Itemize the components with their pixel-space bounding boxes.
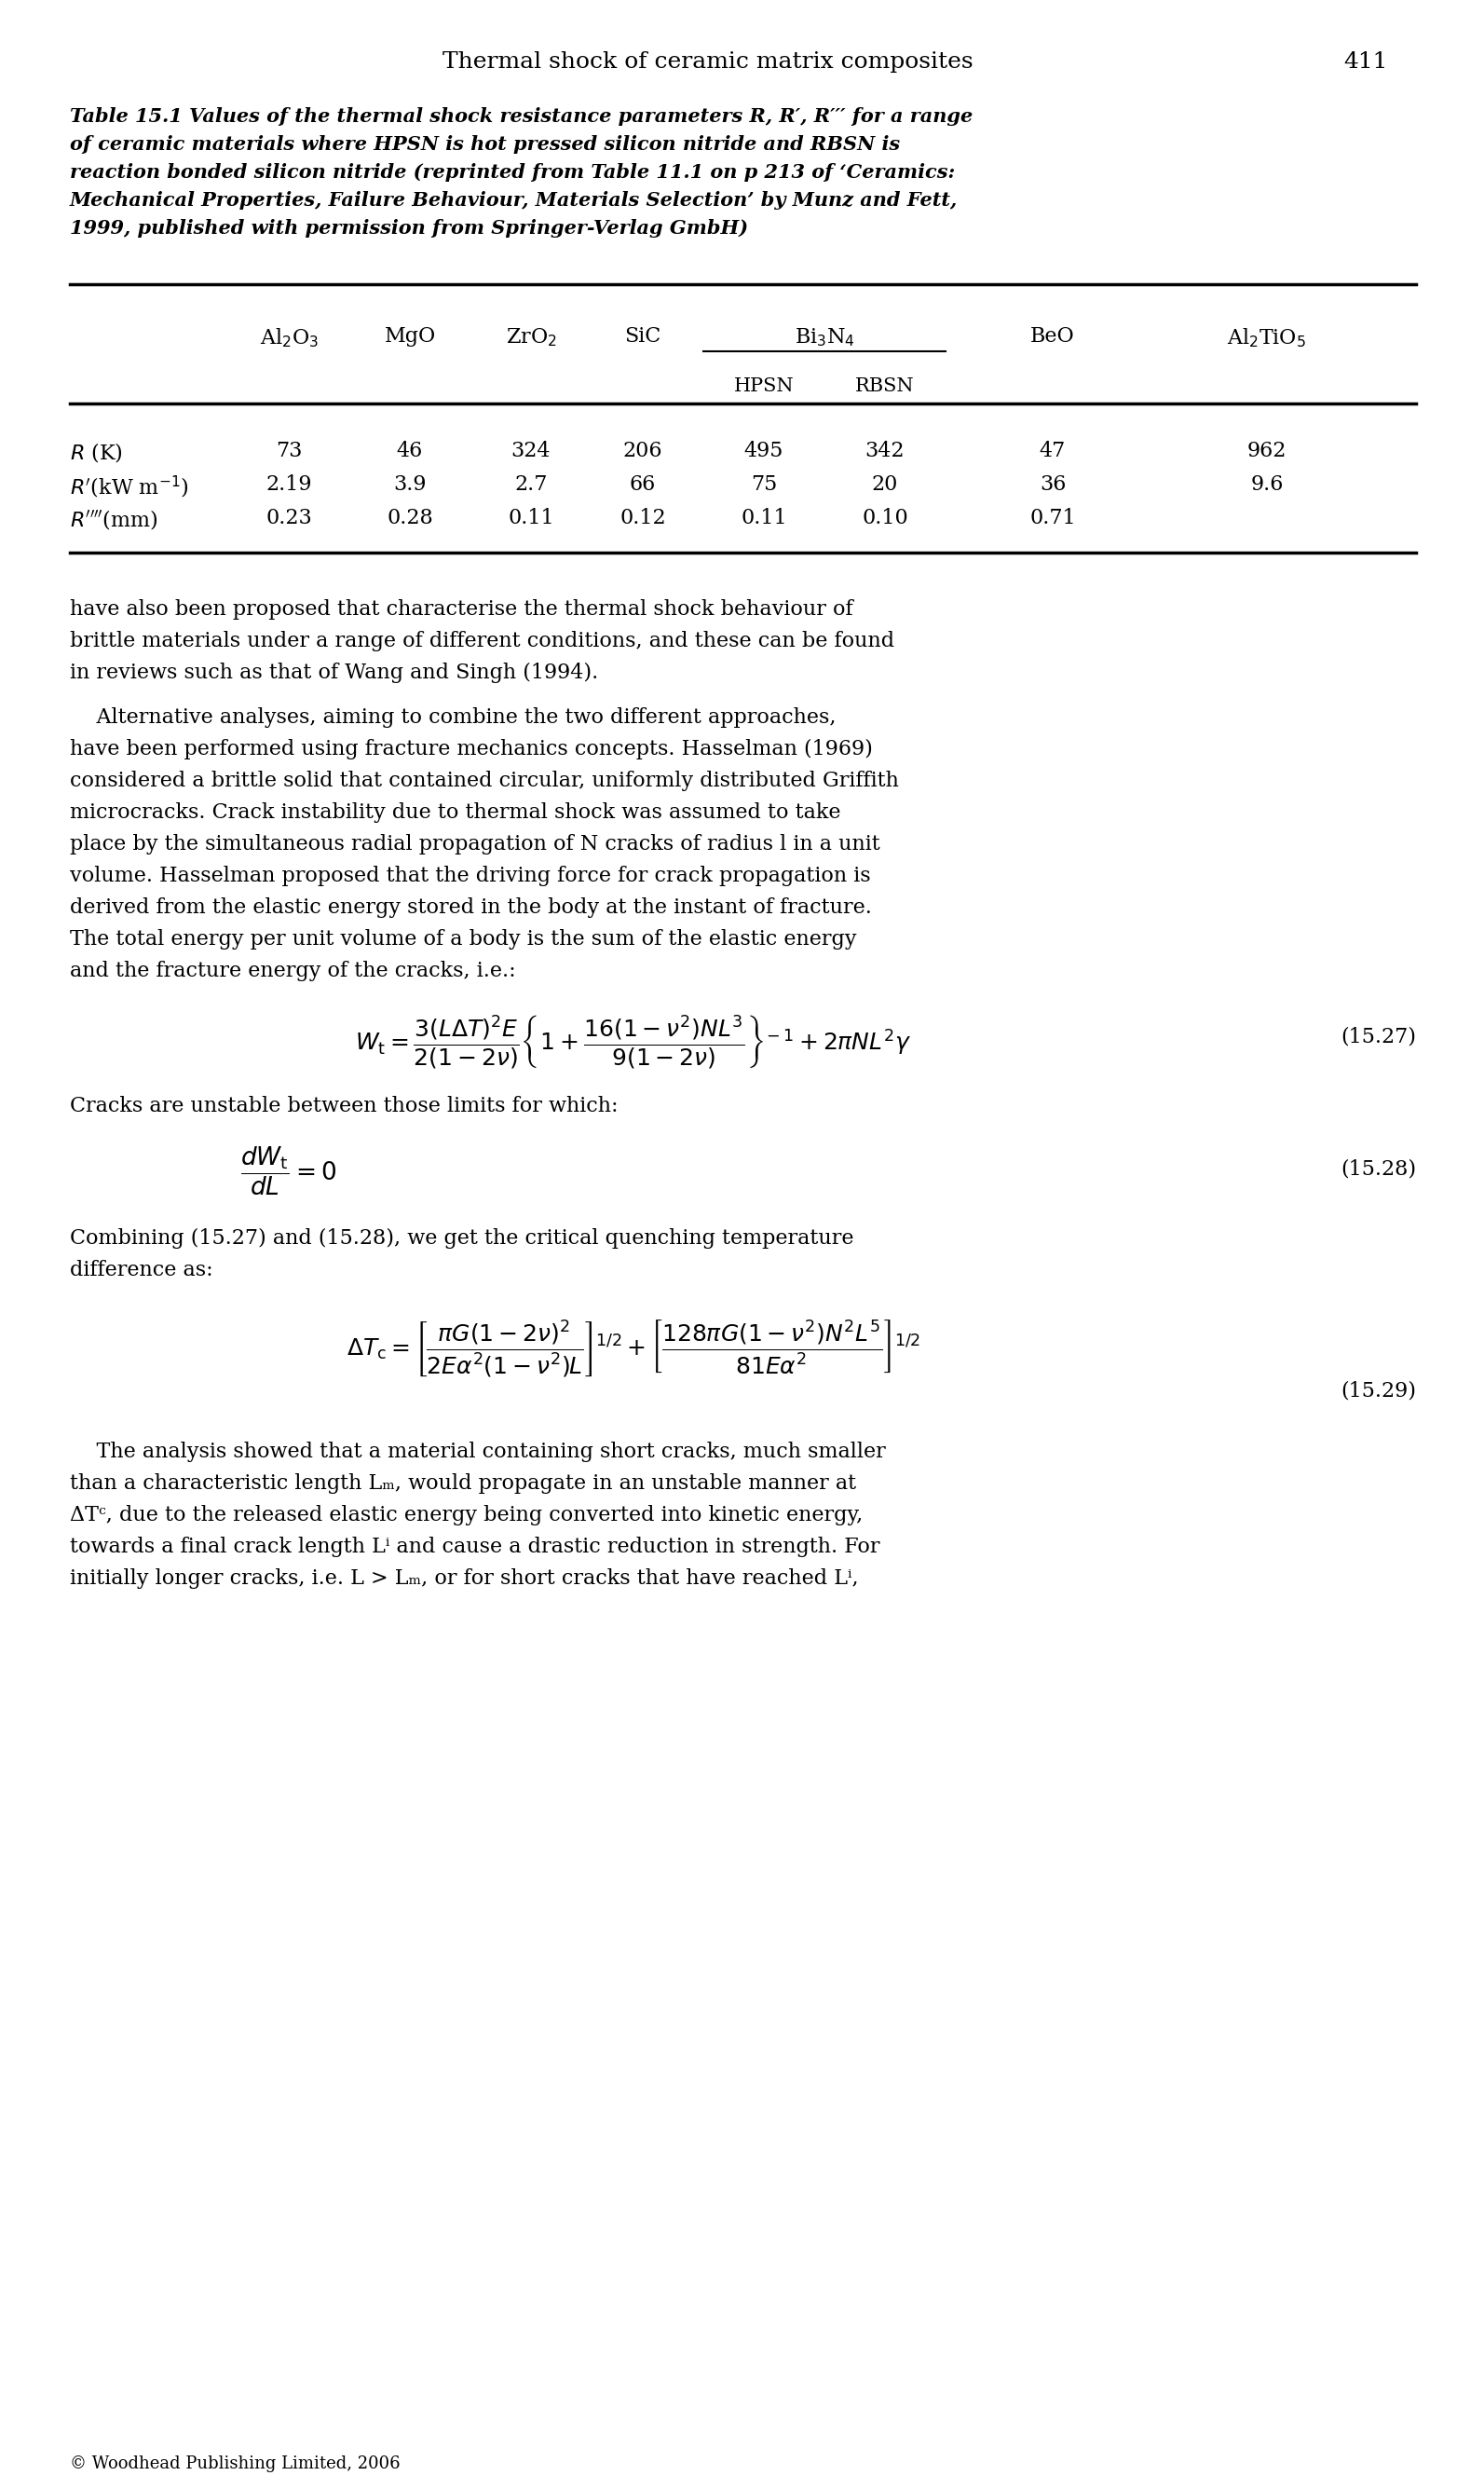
Text: considered a brittle solid that contained circular, uniformly distributed Griffi: considered a brittle solid that containe… — [70, 772, 899, 792]
Text: (15.27): (15.27) — [1340, 1028, 1416, 1048]
Text: © Woodhead Publishing Limited, 2006: © Woodhead Publishing Limited, 2006 — [70, 2457, 401, 2472]
Text: have also been proposed that characterise the thermal shock behaviour of: have also been proposed that characteris… — [70, 600, 853, 620]
Text: BeO: BeO — [1030, 326, 1074, 346]
Text: 206: 206 — [623, 441, 662, 460]
Text: Al$_2$O$_3$: Al$_2$O$_3$ — [260, 326, 318, 348]
Text: microcracks. Crack instability due to thermal shock was assumed to take: microcracks. Crack instability due to th… — [70, 801, 841, 824]
Text: 1999, published with permission from Springer-Verlag GmbH): 1999, published with permission from Spr… — [70, 219, 748, 236]
Text: MgO: MgO — [384, 326, 436, 346]
Text: and the fracture energy of the cracks, i.e.:: and the fracture energy of the cracks, i… — [70, 961, 516, 981]
Text: derived from the elastic energy stored in the body at the instant of fracture.: derived from the elastic energy stored i… — [70, 899, 871, 918]
Text: 75: 75 — [751, 475, 778, 495]
Text: 0.71: 0.71 — [1030, 508, 1076, 528]
Text: The total energy per unit volume of a body is the sum of the elastic energy: The total energy per unit volume of a bo… — [70, 928, 856, 951]
Text: 3.9: 3.9 — [393, 475, 426, 495]
Text: $R''''$(mm): $R''''$(mm) — [70, 508, 157, 530]
Text: 324: 324 — [510, 441, 551, 460]
Text: brittle materials under a range of different conditions, and these can be found: brittle materials under a range of diffe… — [70, 630, 895, 652]
Text: Table 15.1 Values of the thermal shock resistance parameters R, R′, R′′′ for a r: Table 15.1 Values of the thermal shock r… — [70, 107, 974, 127]
Text: ZrO$_2$: ZrO$_2$ — [506, 326, 556, 348]
Text: 2.19: 2.19 — [266, 475, 312, 495]
Text: have been performed using fracture mechanics concepts. Hasselman (1969): have been performed using fracture mecha… — [70, 739, 873, 759]
Text: Thermal shock of ceramic matrix composites: Thermal shock of ceramic matrix composit… — [442, 52, 974, 72]
Text: 36: 36 — [1039, 475, 1066, 495]
Text: 9.6: 9.6 — [1251, 475, 1284, 495]
Text: 0.11: 0.11 — [508, 508, 554, 528]
Text: Cracks are unstable between those limits for which:: Cracks are unstable between those limits… — [70, 1095, 619, 1118]
Text: volume. Hasselman proposed that the driving force for crack propagation is: volume. Hasselman proposed that the driv… — [70, 866, 871, 886]
Text: HPSN: HPSN — [733, 378, 794, 396]
Text: $W_{\mathrm{t}} = \dfrac{3(L\Delta T)^2 E}{2(1 - 2\nu)}\left\{1 + \dfrac{16(1 - : $W_{\mathrm{t}} = \dfrac{3(L\Delta T)^2 … — [355, 1013, 911, 1070]
Text: ΔTᶜ, due to the released elastic energy being converted into kinetic energy,: ΔTᶜ, due to the released elastic energy … — [70, 1506, 862, 1526]
Text: Alternative analyses, aiming to combine the two different approaches,: Alternative analyses, aiming to combine … — [70, 707, 835, 727]
Text: than a characteristic length Lₘ, would propagate in an unstable manner at: than a characteristic length Lₘ, would p… — [70, 1473, 856, 1493]
Text: SiC: SiC — [625, 326, 660, 346]
Text: Bi$_3$N$_4$: Bi$_3$N$_4$ — [794, 326, 855, 348]
Text: $\dfrac{dW_{\mathrm{t}}}{dL} = 0$: $\dfrac{dW_{\mathrm{t}}}{dL} = 0$ — [240, 1145, 337, 1197]
Text: initially longer cracks, i.e. L > Lₘ, or for short cracks that have reached Lⁱ,: initially longer cracks, i.e. L > Lₘ, or… — [70, 1568, 859, 1588]
Text: 46: 46 — [396, 441, 423, 460]
Text: of ceramic materials where HPSN is hot pressed silicon nitride and RBSN is: of ceramic materials where HPSN is hot p… — [70, 134, 899, 154]
Text: RBSN: RBSN — [855, 378, 914, 396]
Text: 342: 342 — [865, 441, 905, 460]
Text: reaction bonded silicon nitride (reprinted from Table 11.1 on p 213 of ‘Ceramics: reaction bonded silicon nitride (reprint… — [70, 164, 956, 182]
Text: 495: 495 — [743, 441, 784, 460]
Text: $R$ (K): $R$ (K) — [70, 441, 123, 463]
Text: (15.29): (15.29) — [1340, 1381, 1416, 1401]
Text: Mechanical Properties, Failure Behaviour, Materials Selection’ by Munz and Fett,: Mechanical Properties, Failure Behaviour… — [70, 192, 957, 209]
Text: $R'$(kW m$^{-1}$): $R'$(kW m$^{-1}$) — [70, 475, 188, 500]
Text: 0.11: 0.11 — [741, 508, 787, 528]
Text: 66: 66 — [629, 475, 656, 495]
Text: difference as:: difference as: — [70, 1259, 214, 1279]
Text: 2.7: 2.7 — [515, 475, 548, 495]
Text: place by the simultaneous radial propagation of N cracks of radius l in a unit: place by the simultaneous radial propaga… — [70, 834, 880, 854]
Text: 0.28: 0.28 — [387, 508, 433, 528]
Text: (15.28): (15.28) — [1340, 1157, 1416, 1180]
Text: $\Delta T_{\mathrm{c}} = \left[\dfrac{\pi G(1 - 2\nu)^2}{2E\alpha^2(1 - \nu^2)L}: $\Delta T_{\mathrm{c}} = \left[\dfrac{\p… — [347, 1317, 920, 1379]
Text: 0.12: 0.12 — [620, 508, 666, 528]
Text: The analysis showed that a material containing short cracks, much smaller: The analysis showed that a material cont… — [70, 1441, 886, 1461]
Text: 20: 20 — [871, 475, 898, 495]
Text: Combining (15.27) and (15.28), we get the critical quenching temperature: Combining (15.27) and (15.28), we get th… — [70, 1227, 853, 1249]
Text: 962: 962 — [1247, 441, 1287, 460]
Text: towards a final crack length Lⁱ and cause a drastic reduction in strength. For: towards a final crack length Lⁱ and caus… — [70, 1536, 880, 1558]
Text: 47: 47 — [1039, 441, 1066, 460]
Text: 73: 73 — [276, 441, 303, 460]
Text: in reviews such as that of Wang and Singh (1994).: in reviews such as that of Wang and Sing… — [70, 662, 598, 682]
Text: Al$_2$TiO$_5$: Al$_2$TiO$_5$ — [1227, 326, 1306, 348]
Text: 0.23: 0.23 — [266, 508, 312, 528]
Text: 411: 411 — [1345, 52, 1388, 72]
Text: 0.10: 0.10 — [862, 508, 908, 528]
